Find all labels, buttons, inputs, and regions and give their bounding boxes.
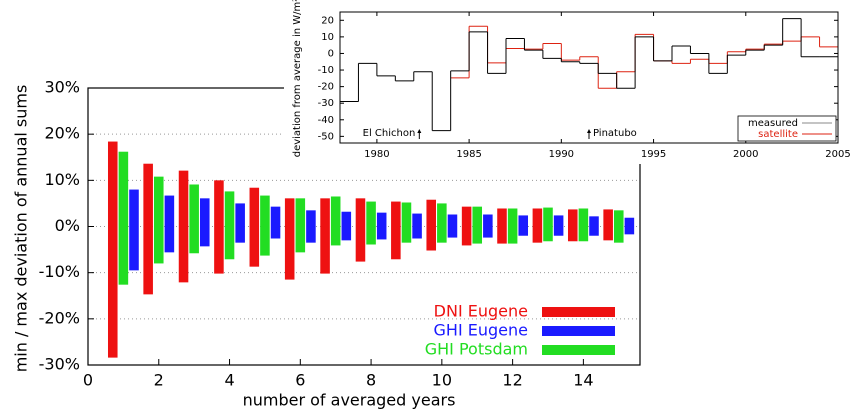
range-bar [483, 214, 493, 238]
range-bar [376, 212, 387, 240]
y-tick-label: -10 [318, 65, 334, 76]
y-tick-label: -40 [318, 115, 334, 126]
annotation-arrowhead [417, 129, 422, 133]
x-tick-label: 8 [366, 371, 376, 390]
range-bar [543, 207, 553, 242]
range-bar [153, 176, 164, 264]
legend-label: GHI Eugene [434, 321, 528, 340]
y-tick-label: -20 [318, 82, 334, 93]
x-tick-label: 14 [573, 371, 593, 390]
y-tick-label: 10 [321, 32, 334, 43]
x-tick-label: 1995 [641, 149, 666, 160]
range-bar [330, 196, 341, 246]
legend-box [737, 115, 837, 142]
range-bar [341, 211, 352, 241]
y-tick-label: -30% [39, 355, 80, 374]
main-plot: -30% -20% -10% 0% 10% 20% 30% 0 2 4 6 8 10 12 14 DNI Eu… [12, 78, 641, 410]
x-tick-label: 2 [154, 371, 164, 390]
range-bar [270, 206, 281, 239]
x-tick-label: 10 [432, 371, 452, 390]
range-bar [578, 208, 589, 242]
range-bar [447, 214, 458, 238]
range-bar [412, 213, 422, 239]
range-bar [426, 199, 437, 251]
legend-swatch [542, 345, 615, 355]
y-tick-label: 20% [44, 124, 80, 143]
range-bar [518, 215, 529, 236]
range-bar [129, 189, 139, 271]
range-bar [178, 170, 189, 283]
y-tick-label: 0 [328, 48, 334, 59]
x-tick-label: 4 [224, 371, 234, 390]
legend-swatch [542, 307, 615, 317]
annotation-arrowhead [587, 129, 591, 133]
range-bar [224, 191, 235, 260]
legend-label: GHI Potsdam [425, 340, 528, 359]
range-bar [199, 198, 210, 247]
range-bar [603, 209, 613, 241]
range-bar [624, 217, 635, 235]
x-tick-label: 1980 [364, 149, 389, 160]
range-bar [613, 210, 624, 243]
legend-label: DNI Eugene [434, 302, 528, 321]
inset-frame [339, 11, 839, 144]
range-bar [306, 210, 316, 243]
x-tick-label: 0 [83, 371, 93, 390]
range-bar [118, 151, 129, 285]
y-tick-label: 20 [321, 15, 334, 26]
x-tick-label: 6 [295, 371, 305, 390]
range-bar [260, 195, 270, 256]
range-bar [391, 201, 401, 260]
legend-label: measured [748, 118, 798, 129]
annotation: El Chichon [363, 128, 416, 139]
x-tick-label: 1990 [549, 149, 574, 160]
range-bar [366, 201, 376, 245]
range-bar [553, 215, 564, 236]
range-bar [214, 180, 224, 274]
range-bar [189, 184, 199, 254]
inset-plot: -50 -40 -30 -20 -10 0 10 20 1980 1985 1990 1995 2000… [284, 0, 859, 164]
y-tick-label: -50 [318, 131, 334, 142]
y-axis-label: min / max deviation of annual sums [12, 85, 31, 373]
x-tick-label: 1985 [456, 149, 481, 160]
range-bar [355, 198, 366, 262]
y-axis-label: deviation from average in W/m² [292, 0, 303, 157]
range-bar [437, 203, 447, 243]
range-bar [461, 206, 472, 246]
y-tick-label: 30% [44, 78, 80, 97]
annotation: Pinatubo [593, 128, 637, 139]
range-bar [472, 206, 483, 244]
legend-swatch [542, 326, 615, 336]
x-tick-label: 2005 [825, 149, 850, 160]
range-bar [320, 198, 330, 274]
range-bar [284, 198, 295, 280]
range-bar [143, 163, 153, 295]
y-tick-label: 10% [44, 170, 80, 189]
y-tick-label: -10% [39, 262, 80, 281]
range-bar [164, 195, 175, 253]
x-tick-label: 12 [502, 371, 522, 390]
range-bar [107, 141, 118, 358]
range-bar [249, 187, 260, 267]
range-bar [295, 198, 306, 253]
x-tick-label: 2000 [733, 149, 758, 160]
range-bar [401, 202, 412, 243]
y-tick-label: -30 [318, 98, 334, 109]
range-bar [567, 209, 578, 242]
range-bar [532, 208, 543, 243]
range-bar [507, 208, 518, 244]
range-bar [235, 203, 245, 243]
x-axis-label: number of averaged years [243, 391, 456, 410]
y-tick-label: -20% [39, 308, 80, 327]
range-bar [497, 208, 507, 244]
legend-label: satellite [758, 129, 798, 140]
range-bar [589, 216, 599, 236]
y-tick-label: 0% [55, 216, 80, 235]
